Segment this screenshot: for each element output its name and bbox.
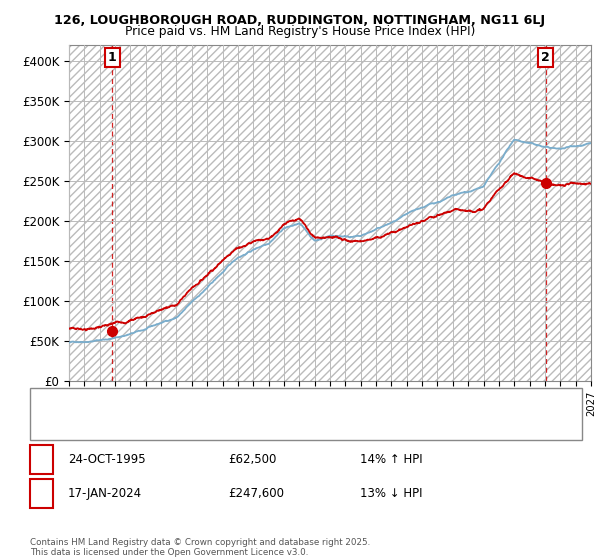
Text: £247,600: £247,600 <box>228 487 284 500</box>
Text: 1: 1 <box>37 453 46 466</box>
Text: 14% ↑ HPI: 14% ↑ HPI <box>360 453 422 466</box>
Text: 2: 2 <box>37 487 46 500</box>
Text: HPI: Average price, semi-detached house, Rushcliffe: HPI: Average price, semi-detached house,… <box>78 420 341 430</box>
Text: 13% ↓ HPI: 13% ↓ HPI <box>360 487 422 500</box>
Text: Price paid vs. HM Land Registry's House Price Index (HPI): Price paid vs. HM Land Registry's House … <box>125 25 475 38</box>
Text: 24-OCT-1995: 24-OCT-1995 <box>68 453 145 466</box>
Text: Contains HM Land Registry data © Crown copyright and database right 2025.
This d: Contains HM Land Registry data © Crown c… <box>30 538 370 557</box>
Text: 126, LOUGHBOROUGH ROAD, RUDDINGTON, NOTTINGHAM, NG11 6LJ: 126, LOUGHBOROUGH ROAD, RUDDINGTON, NOTT… <box>55 14 545 27</box>
Text: £62,500: £62,500 <box>228 453 277 466</box>
Text: 17-JAN-2024: 17-JAN-2024 <box>68 487 142 500</box>
Text: 126, LOUGHBOROUGH ROAD, RUDDINGTON, NOTTINGHAM, NG11 6LJ (semi-detached house): 126, LOUGHBOROUGH ROAD, RUDDINGTON, NOTT… <box>78 398 550 408</box>
Text: 2: 2 <box>541 51 550 64</box>
Text: 1: 1 <box>108 51 116 64</box>
